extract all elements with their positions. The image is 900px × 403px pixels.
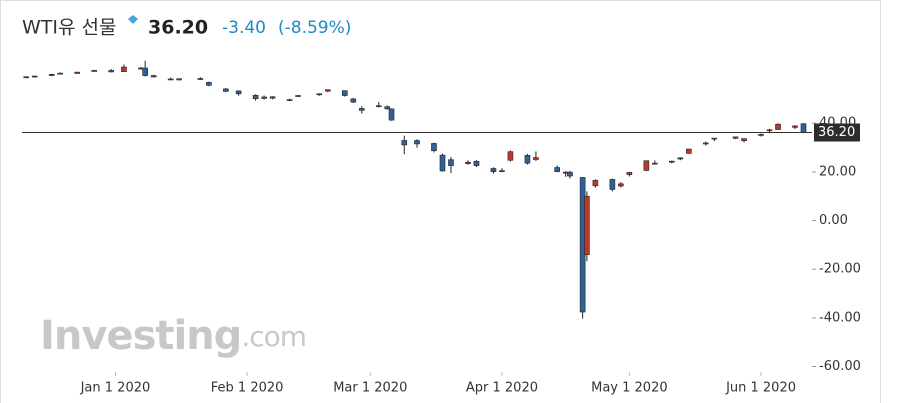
candle-body xyxy=(375,105,382,108)
candle-body xyxy=(48,74,55,76)
x-tick-label: Feb 1 2020 xyxy=(211,381,284,396)
candle-body xyxy=(643,160,650,171)
y-tick-label: 20.00 xyxy=(819,164,856,179)
candle-body xyxy=(167,78,174,81)
candle-body xyxy=(31,75,38,78)
watermark: Investing.com xyxy=(40,313,306,359)
candle-body xyxy=(792,125,798,128)
change-percent: (-8.59%) xyxy=(278,18,351,38)
candle-body xyxy=(91,70,98,72)
candle-body xyxy=(388,108,395,121)
y-tick-label: -20.00 xyxy=(819,262,861,277)
candle-body xyxy=(533,157,539,160)
candle-body xyxy=(439,154,446,172)
candle-body xyxy=(554,167,560,172)
candle-body xyxy=(490,168,497,172)
candle-body xyxy=(677,157,684,160)
candle-body xyxy=(507,151,514,161)
candle-body xyxy=(23,76,30,79)
y-tick-label: 0.00 xyxy=(819,213,848,228)
candle-body xyxy=(465,161,471,164)
diamond-icon xyxy=(128,15,138,24)
candle-body xyxy=(341,90,348,96)
change: -3.40 xyxy=(222,18,266,38)
last-price: 36.20 xyxy=(148,17,208,39)
candle-body xyxy=(473,160,480,166)
x-tick-label: Mar 1 2020 xyxy=(333,381,407,396)
candle-body xyxy=(108,70,114,73)
candle-body xyxy=(618,183,624,187)
candle-body xyxy=(567,171,573,177)
candle-body xyxy=(325,89,331,92)
candle-body xyxy=(252,94,259,99)
watermark-main: Investing xyxy=(40,313,241,359)
candle-body xyxy=(669,160,675,163)
y-tick-label: -40.00 xyxy=(819,310,861,325)
candle-body xyxy=(142,67,148,76)
watermark-suffix: .com xyxy=(241,320,306,353)
candle-body xyxy=(350,98,357,103)
candle-body xyxy=(775,123,781,130)
candle-body xyxy=(448,159,454,166)
candle-body xyxy=(711,137,718,140)
candle-body xyxy=(592,180,599,187)
candle-body xyxy=(121,66,127,72)
x-tick-label: Apr 1 2020 xyxy=(466,381,538,396)
candle-body xyxy=(758,134,764,136)
candle-body xyxy=(74,71,81,74)
candle-body xyxy=(286,99,293,101)
candle-body xyxy=(584,195,590,255)
candle-body xyxy=(703,142,709,145)
last-price-box xyxy=(814,123,860,142)
candle-body xyxy=(57,72,64,75)
candle-body xyxy=(176,78,182,81)
x-tick-label: Jun 1 2020 xyxy=(725,381,796,396)
candle-body xyxy=(626,172,633,175)
candle-body xyxy=(686,148,692,154)
candle-body xyxy=(235,90,242,95)
candle-body xyxy=(499,170,505,172)
candle-body xyxy=(652,162,658,165)
candle-body xyxy=(150,75,157,78)
y-tick-label: -60.00 xyxy=(819,359,861,374)
frame xyxy=(0,0,881,403)
x-tick-label: May 1 2020 xyxy=(591,381,668,396)
candle-body xyxy=(261,96,267,99)
candle-body xyxy=(295,95,301,97)
candle-body xyxy=(431,143,437,152)
candle-body xyxy=(384,106,391,110)
candle-body xyxy=(609,179,616,190)
candle-body xyxy=(766,129,773,132)
candle-body xyxy=(732,136,739,139)
chart-title: WTI유 선물 xyxy=(22,17,116,39)
candle-body xyxy=(741,138,747,142)
candle-body xyxy=(206,82,212,86)
candle-body xyxy=(316,93,323,96)
candle-body xyxy=(800,123,807,133)
last-price-box-label: 36.20 xyxy=(818,125,855,140)
x-tick-label: Jan 1 2020 xyxy=(80,381,151,396)
candle-body xyxy=(524,155,531,164)
candle-body xyxy=(358,108,365,111)
candle-body xyxy=(197,78,204,80)
candle-body xyxy=(223,88,229,92)
candle-body xyxy=(401,140,408,146)
candle-body xyxy=(269,96,276,99)
candle-body xyxy=(414,140,420,145)
